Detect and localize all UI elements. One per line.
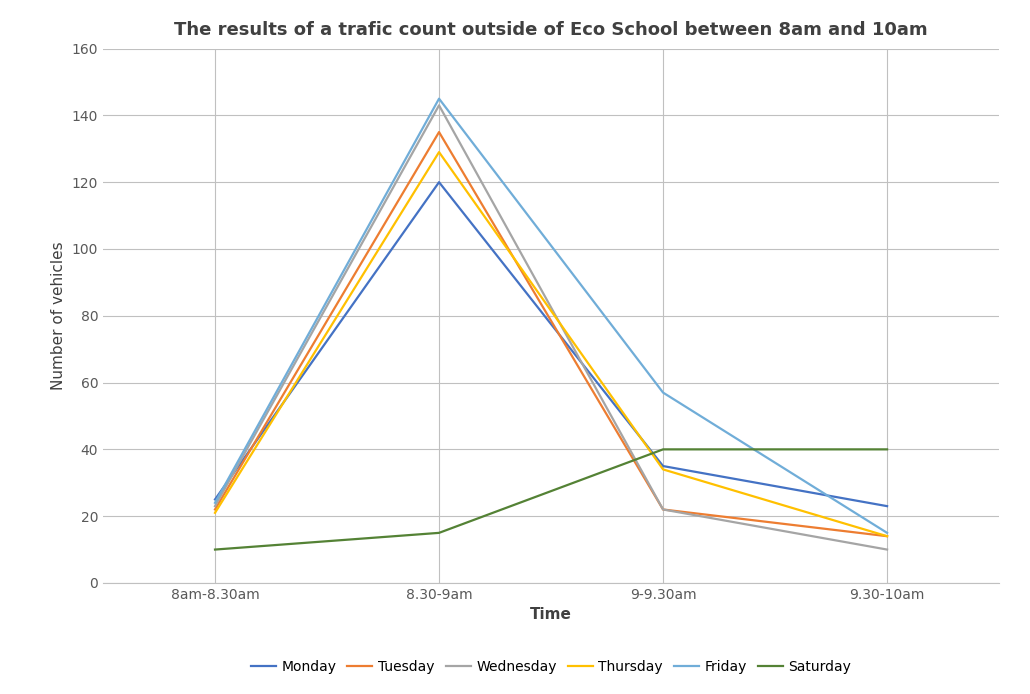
Tuesday — [433, 128, 445, 136]
Monday — [433, 178, 445, 186]
Monday — [881, 502, 893, 510]
Saturday — [209, 545, 221, 554]
Friday — [657, 389, 670, 397]
Saturday — [433, 529, 445, 537]
Legend: Monday, Tuesday, Wednesday, Thursday, Friday, Saturday: Monday, Tuesday, Wednesday, Thursday, Fr… — [245, 654, 857, 679]
Wednesday — [209, 502, 221, 510]
Wednesday — [657, 505, 670, 514]
Line: Friday: Friday — [215, 99, 887, 533]
Tuesday — [209, 505, 221, 514]
Friday — [209, 498, 221, 507]
Tuesday — [657, 505, 670, 514]
Saturday — [657, 446, 670, 454]
Title: The results of a trafic count outside of Eco School between 8am and 10am: The results of a trafic count outside of… — [174, 21, 928, 39]
Thursday — [209, 509, 221, 517]
Line: Wednesday: Wednesday — [215, 105, 887, 550]
Thursday — [881, 532, 893, 541]
Line: Thursday: Thursday — [215, 152, 887, 536]
Line: Saturday: Saturday — [215, 450, 887, 550]
Monday — [657, 462, 670, 471]
Line: Monday: Monday — [215, 182, 887, 506]
Saturday — [881, 446, 893, 454]
Thursday — [433, 148, 445, 156]
Wednesday — [433, 101, 445, 110]
Y-axis label: Number of vehicles: Number of vehicles — [52, 242, 66, 390]
Wednesday — [881, 545, 893, 554]
X-axis label: Time: Time — [530, 607, 572, 623]
Friday — [433, 94, 445, 103]
Line: Tuesday: Tuesday — [215, 132, 887, 536]
Monday — [209, 496, 221, 504]
Thursday — [657, 465, 670, 473]
Tuesday — [881, 532, 893, 541]
Friday — [881, 529, 893, 537]
